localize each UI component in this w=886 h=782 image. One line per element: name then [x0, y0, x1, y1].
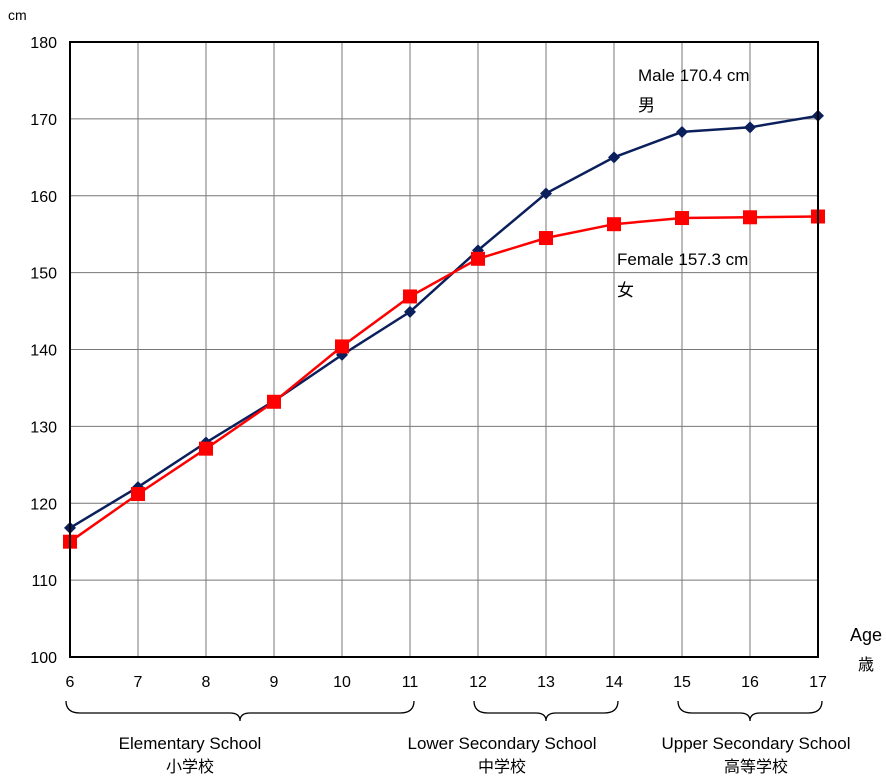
female-data-point	[335, 339, 349, 354]
y-unit-label: cm	[8, 7, 27, 23]
x-tick-label: 12	[469, 674, 487, 691]
x-tick-label: 6	[66, 674, 75, 691]
male-annotation-ja: 男	[638, 96, 655, 115]
y-tick-label: 130	[30, 419, 57, 436]
female-data-point	[743, 210, 757, 225]
school-group-brace	[65, 700, 415, 722]
x-tick-label: 11	[402, 674, 419, 691]
female-annotation-ja: 女	[617, 281, 634, 300]
school-group-brace	[473, 700, 619, 722]
grid-lines	[70, 42, 818, 657]
school-group-label-ja: 小学校	[166, 758, 214, 776]
series-layer	[63, 109, 825, 549]
female-data-point	[199, 441, 213, 456]
school-group-label: Upper Secondary School	[661, 734, 850, 753]
male-data-point	[676, 125, 688, 138]
x-tick-label: 10	[333, 674, 351, 691]
series-line	[69, 215, 819, 543]
x-tick-label: 14	[605, 674, 623, 691]
school-group-label: Elementary School	[119, 734, 262, 753]
female-data-point	[675, 211, 689, 226]
female-data-point	[267, 394, 281, 409]
male-data-point	[744, 121, 756, 134]
female-data-point	[539, 231, 553, 246]
school-group-label-ja: 高等学校	[724, 758, 788, 776]
x-axis-label: Age	[850, 625, 882, 645]
x-tick-label: 8	[202, 674, 211, 691]
series-line	[69, 114, 819, 529]
series-male	[64, 109, 824, 534]
female-data-point	[403, 289, 417, 304]
male-data-point	[404, 305, 416, 318]
plot-frame	[69, 41, 819, 658]
y-tick-label: 150	[30, 266, 57, 283]
school-group-label: Lower Secondary School	[407, 734, 596, 753]
x-tick-label: 17	[809, 674, 827, 691]
y-tick-label: 100	[30, 650, 57, 667]
x-tick-label: 9	[270, 674, 279, 691]
x-tick-label: 15	[673, 674, 691, 691]
y-tick-label: 170	[30, 112, 57, 129]
female-annotation: Female 157.3 cm	[617, 250, 748, 269]
male-annotation: Male 170.4 cm	[638, 66, 750, 85]
school-group-label-ja: 中学校	[478, 758, 526, 776]
y-tick-label: 160	[30, 189, 57, 206]
male-data-point	[608, 151, 620, 164]
series-female	[63, 209, 825, 549]
x-tick-label: 7	[134, 674, 143, 691]
female-data-point	[607, 217, 621, 232]
y-tick-label: 120	[30, 496, 57, 513]
y-tick-label: 110	[31, 573, 57, 590]
x-axis-label-ja: 歳	[858, 656, 874, 674]
female-data-point	[131, 487, 145, 502]
x-tick-label: 13	[537, 674, 555, 691]
axes	[69, 41, 819, 658]
x-tick-label: 16	[741, 674, 759, 691]
female-data-point	[471, 251, 485, 266]
male-data-point	[540, 187, 552, 200]
y-tick-label: 140	[30, 343, 57, 360]
school-group-brace	[677, 700, 823, 722]
y-tick-label: 180	[30, 35, 57, 52]
